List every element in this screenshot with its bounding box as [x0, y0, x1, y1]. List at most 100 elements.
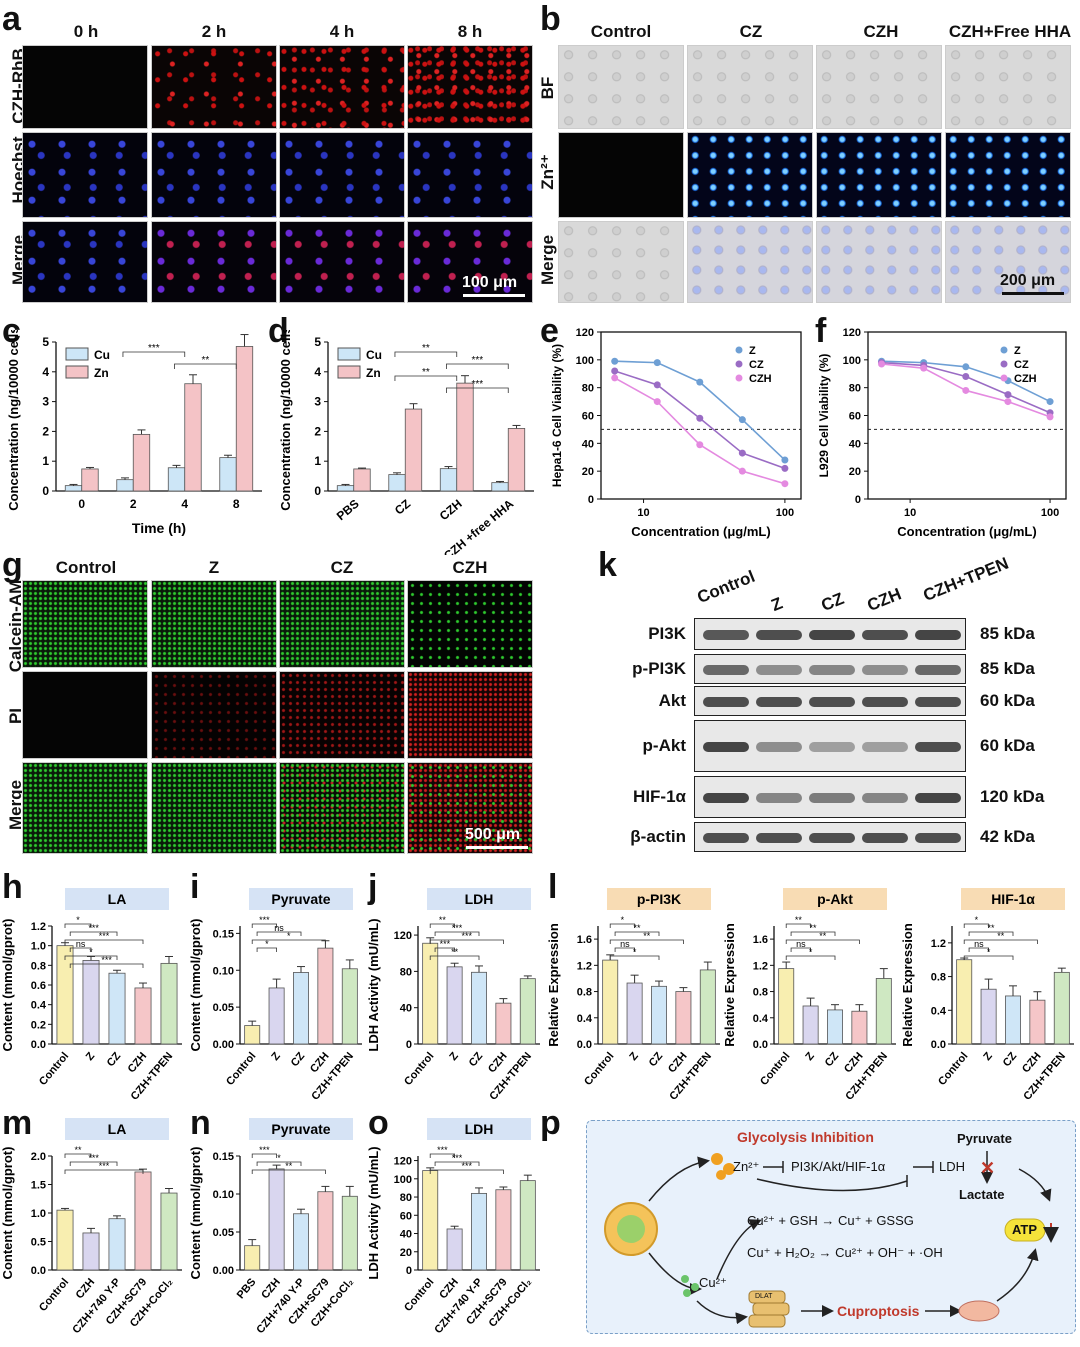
y-axis-label: Content (mmol/gprot) [0, 919, 15, 1052]
bar [827, 1009, 843, 1045]
y-tick-label: 2.0 [31, 1151, 46, 1163]
kda-label: 85 kDa [980, 624, 1035, 643]
col-label: CZ [739, 22, 763, 41]
bar [317, 1191, 334, 1271]
bar [268, 987, 285, 1045]
legend-marker [1000, 374, 1008, 382]
mechanism-scheme: ✕ Glycolysis Inhibition Pyruvate Zn²⁺ PI… [586, 1120, 1076, 1334]
significance-label: *** [440, 939, 451, 949]
y-tick-label: 1 [42, 454, 49, 468]
y-tick-label: 1.5 [31, 1180, 46, 1192]
micrograph [151, 132, 277, 218]
blot-band [862, 793, 908, 803]
y-tick-label: 0.0 [931, 1039, 946, 1051]
blot-label: HIF-1α [633, 787, 686, 806]
panel-label-k: k [598, 546, 617, 584]
bar [1005, 995, 1021, 1045]
significance-bracket [122, 351, 186, 357]
x-tick-label: CZ [467, 1050, 486, 1069]
y-tick-label: 100 [576, 355, 594, 367]
y-tick-label: 100 [394, 1174, 412, 1186]
micrograph [151, 45, 277, 129]
micrograph [279, 580, 405, 668]
chart-title-bg [961, 888, 1065, 910]
significance-bracket [251, 1169, 326, 1174]
lane-label: Z [768, 593, 786, 616]
bar [446, 966, 463, 1045]
bar [81, 468, 99, 492]
significance-label: ** [795, 915, 803, 925]
y-tick-label: 0.10 [213, 965, 234, 977]
blot-band [809, 630, 855, 640]
significance-bracket [434, 1161, 480, 1166]
y-tick-label: 0.6 [31, 980, 46, 992]
bar [956, 959, 973, 1045]
bar [336, 485, 355, 492]
y-tick-label: 1.6 [577, 934, 592, 946]
significance-bracket [429, 923, 455, 928]
panel-label-f: f [815, 312, 827, 350]
bar [317, 947, 334, 1045]
plot-frame [867, 331, 1067, 500]
y-tick-label: 1.2 [577, 960, 592, 972]
blot-band [756, 833, 802, 843]
significance-bracket [446, 363, 509, 369]
y-tick-label: 80 [582, 383, 594, 395]
bar [134, 1171, 152, 1271]
significance-label: ** [422, 343, 430, 354]
blot-band [862, 742, 908, 752]
significance-label: ns [974, 939, 984, 949]
significance-bracket [256, 931, 302, 936]
legend-label: Cu [94, 348, 110, 362]
blot-band [703, 833, 749, 843]
y-axis-label: Relative Expression [546, 923, 561, 1047]
x-tick-label: 0 [78, 497, 85, 511]
bar [495, 1002, 512, 1045]
pathway-label: PI3K/Akt/HIF-1α [791, 1159, 886, 1174]
significance-label: * [987, 947, 991, 957]
significance-bracket [434, 931, 480, 936]
kda-label: 120 kDa [980, 787, 1045, 806]
panel-label-j: j [368, 868, 378, 906]
significance-bracket [609, 939, 684, 944]
svg-text:✕: ✕ [980, 1158, 995, 1178]
blot-band [809, 833, 855, 843]
legend-label: Z [1014, 345, 1021, 357]
significance-bracket [394, 375, 458, 381]
significance-bracket [256, 947, 277, 952]
panel-label-c: c [2, 312, 21, 350]
significance-bracket [429, 1153, 455, 1158]
data-point [653, 398, 661, 406]
col-label: Control [55, 558, 117, 577]
significance-label: *** [452, 1153, 463, 1163]
significance-label: ** [74, 1145, 82, 1155]
bar [56, 1209, 74, 1271]
y-tick-label: 0.8 [753, 987, 768, 999]
significance-bracket [785, 955, 836, 960]
y-axis-label: Content (mmol/gprot) [188, 1147, 203, 1280]
y-tick-label: 60 [400, 1210, 412, 1222]
bar [56, 945, 74, 1045]
panel-label-o: o [368, 1104, 389, 1142]
kda-label: 42 kDa [980, 827, 1035, 846]
bar [82, 960, 100, 1045]
legend-swatch [337, 365, 361, 379]
micrograph [407, 221, 533, 303]
scale-bar [1002, 292, 1064, 295]
significance-label: * [809, 947, 813, 957]
dlat-label: DLAT [755, 1293, 773, 1300]
chart-d: 0 1 2 3 4 5 Concentration (ng/10000 cells) PBS C… [278, 330, 534, 555]
data-point [653, 381, 661, 389]
x-tick-label: CZ [823, 1050, 842, 1069]
significance-bracket [963, 939, 1038, 944]
y-tick-label: 3 [314, 395, 321, 409]
micrograph [22, 762, 148, 854]
y-tick-label: 20 [849, 466, 861, 478]
legend-swatch [65, 347, 89, 361]
x-tick-label: CZ [647, 1050, 666, 1069]
blot-band [756, 697, 802, 707]
legend-swatch [337, 347, 361, 361]
significance-label: *** [88, 1153, 99, 1163]
panel-label-p: p [540, 1104, 561, 1142]
significance-bracket [256, 1161, 302, 1166]
